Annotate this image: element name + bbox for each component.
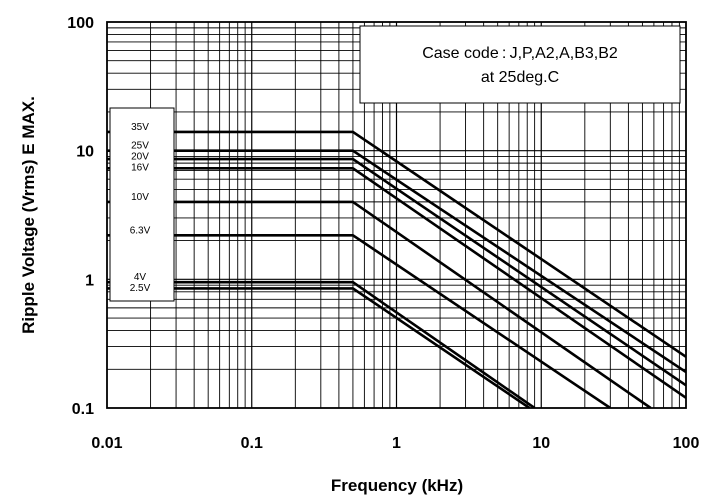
series-line-10v xyxy=(107,200,652,408)
series-line-25v xyxy=(107,149,686,374)
x-tick-label: 1 xyxy=(392,435,401,452)
x-tick-label: 0.01 xyxy=(91,435,122,452)
note-line-2: at 25deg.C xyxy=(481,69,559,86)
series-line-2-5v xyxy=(107,287,531,408)
case-code-note: Case code : J,P,A2,A,B3,B2 at 25deg.C xyxy=(359,25,681,104)
y-tick-label: 10 xyxy=(76,144,94,161)
legend-entry: 20V xyxy=(131,152,149,163)
legend-entry: 10V xyxy=(131,192,149,203)
series-line-16v xyxy=(107,167,686,399)
series-line-4v xyxy=(107,280,536,408)
y-axis-title: Ripple Voltage (Vrms) E MAX. xyxy=(19,96,38,334)
y-tick-label: 0.1 xyxy=(72,401,94,418)
legend-entry: 16V xyxy=(131,163,149,174)
x-tick-label: 0.1 xyxy=(241,435,263,452)
series-line-20v xyxy=(107,157,686,387)
plot-frame xyxy=(106,21,687,409)
note-line-1: Case code : J,P,A2,A,B3,B2 xyxy=(422,45,618,62)
legend-entry: 6.3V xyxy=(130,225,151,236)
legend-entry: 2.5V xyxy=(130,283,151,294)
x-axis-title: Frequency (kHz) xyxy=(331,476,463,495)
series-lines xyxy=(107,130,686,408)
x-tick-label: 100 xyxy=(673,435,700,452)
y-tick-label: 100 xyxy=(67,15,94,32)
x-tick-labels: 0.01 0.1 1 10 100 xyxy=(91,435,699,452)
legend-entry: 25V xyxy=(131,141,149,152)
y-tick-label: 1 xyxy=(85,272,94,289)
series-line-35v xyxy=(107,130,686,358)
series-line-6-3v xyxy=(107,234,612,408)
legend-entry: 35V xyxy=(131,122,149,133)
legend-entry: 4V xyxy=(134,272,147,283)
y-tick-labels: 0.1 1 10 100 xyxy=(67,15,94,418)
x-tick-label: 10 xyxy=(532,435,550,452)
